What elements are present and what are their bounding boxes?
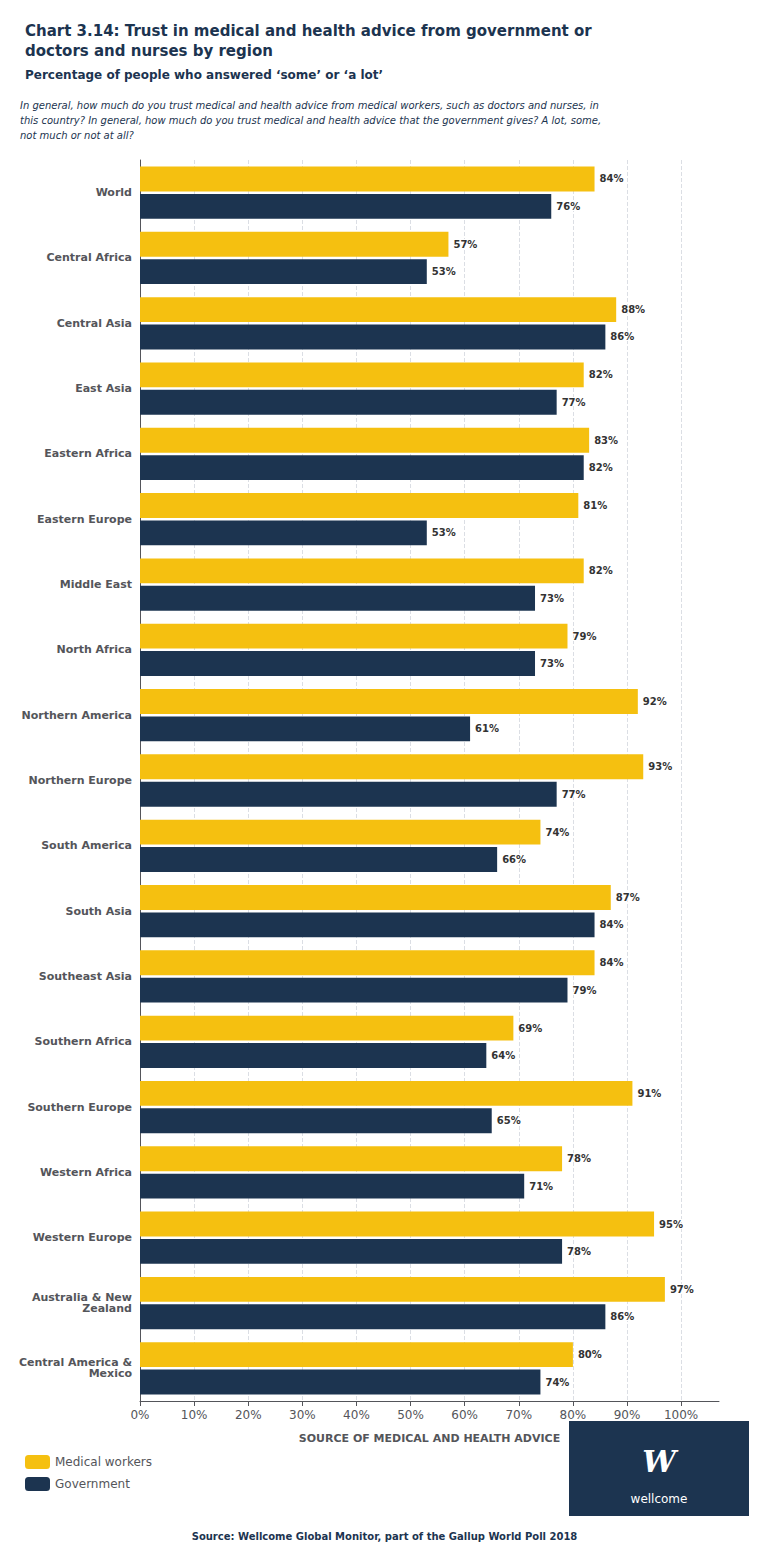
svg-text:83%: 83%	[594, 435, 618, 446]
svg-text:82%: 82%	[589, 462, 613, 473]
svg-text:30%: 30%	[289, 1408, 316, 1422]
svg-text:84%: 84%	[600, 173, 624, 184]
svg-text:Northern America: Northern America	[22, 709, 132, 722]
svg-text:88%: 88%	[621, 304, 645, 315]
svg-text:77%: 77%	[562, 789, 586, 800]
svg-text:Source: Wellcome Global Monito: Source: Wellcome Global Monitor, part of…	[192, 1531, 578, 1542]
svg-text:70%: 70%	[505, 1408, 532, 1422]
svg-text:not much or not at all?: not much or not at all?	[20, 130, 135, 141]
svg-text:79%: 79%	[572, 985, 596, 996]
svg-text:73%: 73%	[540, 658, 564, 669]
svg-text:this country? In general, how: this country? In general, how much do yo…	[20, 115, 601, 126]
svg-text:71%: 71%	[529, 1181, 553, 1192]
svg-text:76%: 76%	[556, 201, 580, 212]
svg-text:93%: 93%	[648, 761, 672, 772]
svg-text:86%: 86%	[610, 331, 634, 342]
svg-text:80%: 80%	[578, 1349, 602, 1360]
svg-text:Western Africa: Western Africa	[40, 1166, 132, 1179]
svg-text:87%: 87%	[616, 892, 640, 903]
svg-text:East Asia: East Asia	[75, 382, 132, 395]
svg-text:97%: 97%	[670, 1284, 694, 1295]
svg-text:Western Europe: Western Europe	[33, 1231, 132, 1244]
svg-text:53%: 53%	[432, 266, 456, 277]
svg-text:20%: 20%	[235, 1408, 262, 1422]
svg-text:77%: 77%	[562, 397, 586, 408]
svg-text:Eastern Africa: Eastern Africa	[44, 447, 132, 460]
svg-text:0%: 0%	[130, 1408, 149, 1422]
svg-text:82%: 82%	[589, 565, 613, 576]
svg-text:65%: 65%	[497, 1115, 521, 1126]
svg-text:90%: 90%	[614, 1408, 641, 1422]
svg-text:wellcome: wellcome	[631, 1492, 688, 1506]
svg-text:South America: South America	[41, 839, 132, 852]
svg-text:Southern Europe: Southern Europe	[27, 1101, 132, 1114]
svg-text:Medical workers: Medical workers	[55, 1455, 152, 1469]
svg-text:53%: 53%	[432, 527, 456, 538]
svg-text:Australia & New: Australia & New	[32, 1291, 132, 1304]
svg-text:82%: 82%	[589, 369, 613, 380]
svg-text:Northern Europe: Northern Europe	[29, 774, 133, 787]
svg-text:Central Africa: Central Africa	[46, 251, 132, 264]
svg-text:doctors and nurses by region: doctors and nurses by region	[25, 42, 273, 60]
svg-text:78%: 78%	[567, 1246, 591, 1257]
svg-text:W: W	[642, 1444, 679, 1479]
svg-text:64%: 64%	[491, 1050, 515, 1061]
svg-text:66%: 66%	[502, 854, 526, 865]
svg-text:84%: 84%	[600, 919, 624, 930]
svg-text:69%: 69%	[518, 1023, 542, 1034]
svg-text:81%: 81%	[583, 500, 607, 511]
svg-text:Southeast Asia: Southeast Asia	[39, 970, 132, 983]
svg-text:Southern Africa: Southern Africa	[35, 1035, 132, 1048]
svg-text:Zealand: Zealand	[82, 1302, 132, 1315]
svg-text:SOURCE OF MEDICAL AND HEALTH A: SOURCE OF MEDICAL AND HEALTH ADVICE	[299, 1432, 560, 1445]
svg-text:50%: 50%	[397, 1408, 424, 1422]
svg-text:10%: 10%	[181, 1408, 208, 1422]
svg-text:92%: 92%	[643, 696, 667, 707]
svg-text:73%: 73%	[540, 593, 564, 604]
svg-text:61%: 61%	[475, 723, 499, 734]
svg-text:North Africa: North Africa	[56, 643, 132, 656]
svg-text:World: World	[96, 186, 132, 199]
svg-text:74%: 74%	[545, 1377, 569, 1388]
svg-text:60%: 60%	[451, 1408, 478, 1422]
svg-text:In general, how much do you tr: In general, how much do you trust medica…	[20, 100, 599, 111]
svg-text:Government: Government	[55, 1477, 130, 1491]
svg-text:84%: 84%	[600, 957, 624, 968]
svg-text:57%: 57%	[453, 239, 477, 250]
svg-text:79%: 79%	[572, 631, 596, 642]
svg-text:80%: 80%	[560, 1408, 587, 1422]
svg-text:86%: 86%	[610, 1311, 634, 1322]
svg-text:South Asia: South Asia	[66, 905, 132, 918]
svg-text:Central America &: Central America &	[18, 1356, 132, 1370]
svg-text:Mexico: Mexico	[89, 1367, 133, 1380]
svg-text:Middle East: Middle East	[60, 578, 132, 591]
svg-text:Percentage of people who answe: Percentage of people who answered ‘some’…	[25, 68, 383, 82]
svg-text:100%: 100%	[664, 1408, 698, 1422]
svg-text:40%: 40%	[343, 1408, 370, 1422]
svg-text:Chart 3.14: Trust in medical a: Chart 3.14: Trust in medical and health …	[25, 22, 592, 40]
svg-text:Eastern Europe: Eastern Europe	[37, 513, 132, 526]
svg-text:Central Asia: Central Asia	[57, 317, 132, 330]
svg-text:91%: 91%	[637, 1088, 661, 1099]
svg-text:74%: 74%	[545, 827, 569, 838]
svg-text:95%: 95%	[659, 1219, 683, 1230]
svg-text:78%: 78%	[567, 1153, 591, 1164]
